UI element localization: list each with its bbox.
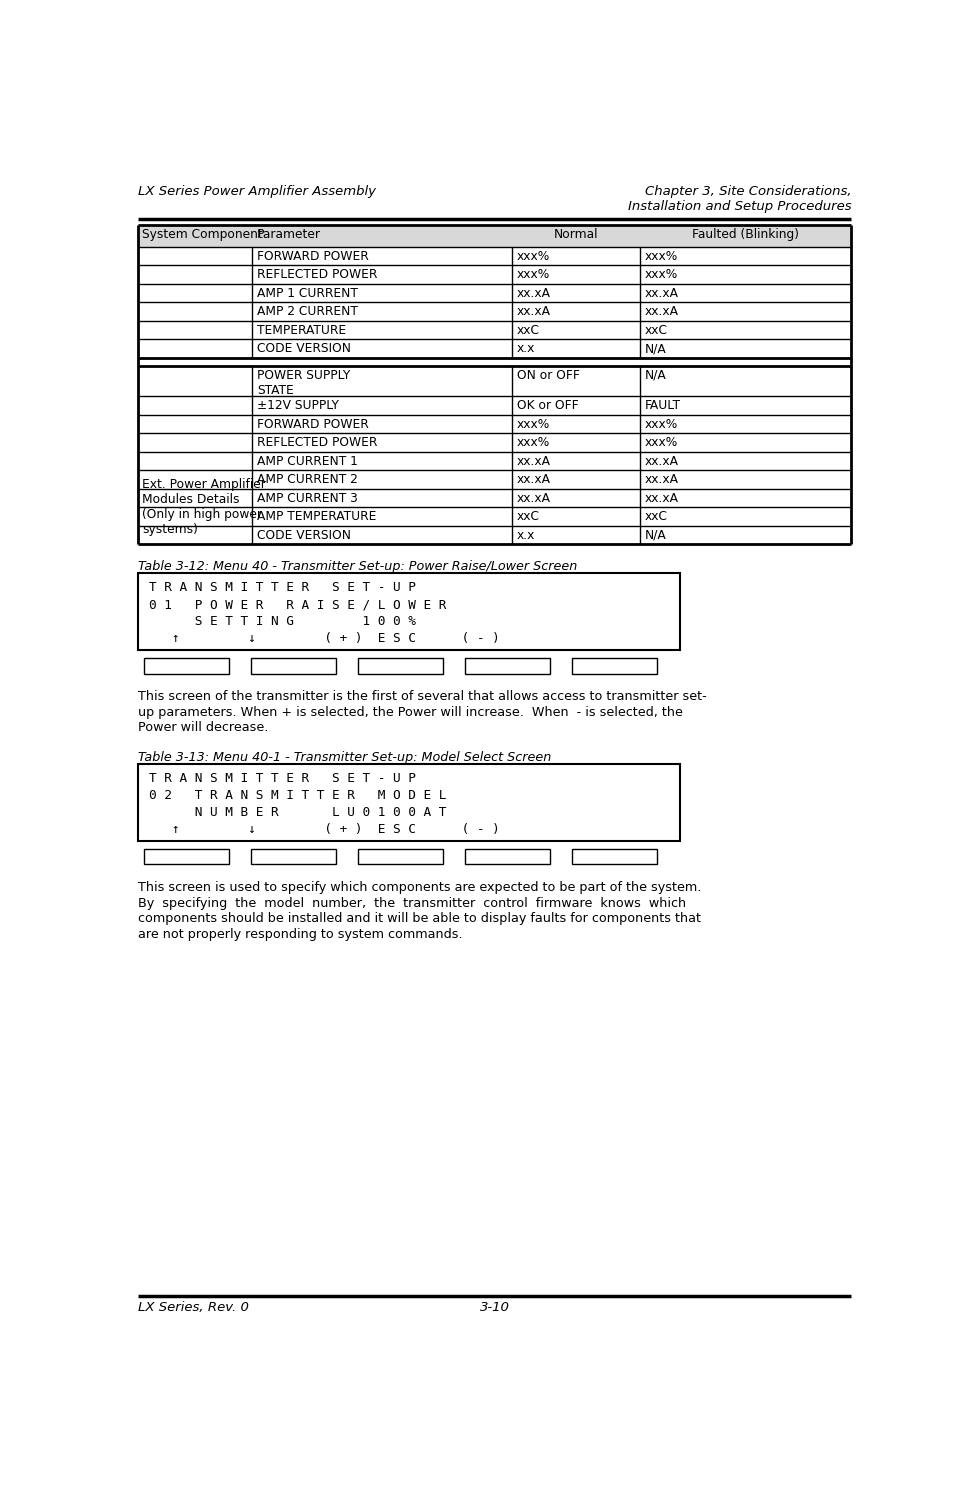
Text: AMP CURRENT 2: AMP CURRENT 2 bbox=[257, 473, 358, 487]
Bar bbox=[571, 850, 657, 864]
Text: Parameter: Parameter bbox=[257, 228, 321, 242]
Text: Faulted (Blinking): Faulted (Blinking) bbox=[692, 228, 799, 242]
Text: Table 3-13: Menu 40-1 - Transmitter Set-up: Model Select Screen: Table 3-13: Menu 40-1 - Transmitter Set-… bbox=[138, 751, 551, 763]
Bar bbox=[138, 225, 851, 246]
Text: REFLECTED POWER: REFLECTED POWER bbox=[257, 269, 377, 282]
Text: Power will decrease.: Power will decrease. bbox=[138, 721, 268, 735]
Text: S E T T I N G         1 0 0 %: S E T T I N G 1 0 0 % bbox=[149, 615, 415, 629]
Text: AMP 1 CURRENT: AMP 1 CURRENT bbox=[257, 287, 358, 300]
Text: AMP CURRENT 1: AMP CURRENT 1 bbox=[257, 455, 358, 467]
Text: xx.xA: xx.xA bbox=[645, 473, 678, 487]
Text: TEMPERATURE: TEMPERATURE bbox=[257, 324, 346, 337]
Bar bbox=[465, 850, 550, 864]
Text: xx.xA: xx.xA bbox=[645, 491, 678, 505]
Text: ±12V SUPPLY: ±12V SUPPLY bbox=[257, 400, 339, 412]
Text: FORWARD POWER: FORWARD POWER bbox=[257, 418, 369, 431]
Text: CODE VERSION: CODE VERSION bbox=[257, 529, 351, 542]
Text: LX Series Power Amplifier Assembly: LX Series Power Amplifier Assembly bbox=[138, 185, 375, 199]
Text: System Component: System Component bbox=[142, 228, 263, 242]
Text: N/A: N/A bbox=[645, 529, 666, 542]
Bar bbox=[358, 850, 443, 864]
Text: Normal: Normal bbox=[553, 228, 597, 242]
Text: 0 1   P O W E R   R A I S E / L O W E R: 0 1 P O W E R R A I S E / L O W E R bbox=[149, 599, 446, 611]
Text: x.x: x.x bbox=[516, 342, 535, 355]
Text: xxC: xxC bbox=[645, 324, 668, 337]
Text: are not properly responding to system commands.: are not properly responding to system co… bbox=[138, 927, 462, 941]
Text: AMP TEMPERATURE: AMP TEMPERATURE bbox=[257, 511, 376, 523]
Text: ON or OFF: ON or OFF bbox=[516, 369, 580, 382]
Bar bbox=[144, 658, 229, 673]
Text: xx.xA: xx.xA bbox=[516, 473, 551, 487]
Text: Table 3-12: Menu 40 - Transmitter Set-up: Power Raise/Lower Screen: Table 3-12: Menu 40 - Transmitter Set-up… bbox=[138, 560, 577, 572]
Bar bbox=[251, 850, 336, 864]
Text: T R A N S M I T T E R   S E T - U P: T R A N S M I T T E R S E T - U P bbox=[149, 581, 415, 594]
Bar bbox=[571, 658, 657, 673]
Text: xx.xA: xx.xA bbox=[516, 287, 551, 300]
Text: xx.xA: xx.xA bbox=[645, 287, 678, 300]
Text: FORWARD POWER: FORWARD POWER bbox=[257, 249, 369, 263]
Text: 3-10: 3-10 bbox=[480, 1300, 510, 1314]
Text: components should be installed and it will be able to display faults for compone: components should be installed and it wi… bbox=[138, 912, 701, 926]
Text: Ext. Power Amplifier
Modules Details
(Only in high power
systems): Ext. Power Amplifier Modules Details (On… bbox=[142, 478, 266, 536]
Text: AMP 2 CURRENT: AMP 2 CURRENT bbox=[257, 306, 358, 318]
Bar bbox=[465, 658, 550, 673]
Text: xx.xA: xx.xA bbox=[645, 455, 678, 467]
Text: ↑         ↓         ( + )  E S C      ( - ): ↑ ↓ ( + ) E S C ( - ) bbox=[149, 823, 499, 836]
Text: xxC: xxC bbox=[516, 324, 539, 337]
Text: LX Series, Rev. 0: LX Series, Rev. 0 bbox=[138, 1300, 249, 1314]
Text: OK or OFF: OK or OFF bbox=[516, 400, 578, 412]
Text: 0 2   T R A N S M I T T E R   M O D E L: 0 2 T R A N S M I T T E R M O D E L bbox=[149, 788, 446, 802]
Bar bbox=[138, 764, 680, 842]
Bar bbox=[358, 658, 443, 673]
Text: POWER SUPPLY
STATE: POWER SUPPLY STATE bbox=[257, 369, 350, 397]
Text: CODE VERSION: CODE VERSION bbox=[257, 342, 351, 355]
Text: REFLECTED POWER: REFLECTED POWER bbox=[257, 436, 377, 449]
Text: xx.xA: xx.xA bbox=[516, 455, 551, 467]
Text: N/A: N/A bbox=[645, 342, 666, 355]
Text: This screen of the transmitter is the first of several that allows access to tra: This screen of the transmitter is the fi… bbox=[138, 690, 706, 703]
Text: xxx%: xxx% bbox=[645, 249, 677, 263]
Text: FAULT: FAULT bbox=[645, 400, 680, 412]
Text: up parameters. When + is selected, the Power will increase.  When  - is selected: up parameters. When + is selected, the P… bbox=[138, 706, 682, 718]
Text: xxx%: xxx% bbox=[516, 269, 550, 282]
Text: xxx%: xxx% bbox=[645, 436, 677, 449]
Text: xx.xA: xx.xA bbox=[516, 306, 551, 318]
Text: ↑         ↓         ( + )  E S C      ( - ): ↑ ↓ ( + ) E S C ( - ) bbox=[149, 632, 499, 645]
Text: T R A N S M I T T E R   S E T - U P: T R A N S M I T T E R S E T - U P bbox=[149, 772, 415, 785]
Text: AMP CURRENT 3: AMP CURRENT 3 bbox=[257, 491, 358, 505]
Text: xxC: xxC bbox=[645, 511, 668, 523]
Text: xxx%: xxx% bbox=[516, 249, 550, 263]
Text: N U M B E R       L U 0 1 0 0 A T: N U M B E R L U 0 1 0 0 A T bbox=[149, 806, 446, 820]
Text: xxx%: xxx% bbox=[516, 436, 550, 449]
Text: N/A: N/A bbox=[645, 369, 666, 382]
Text: xxx%: xxx% bbox=[645, 269, 677, 282]
Text: This screen is used to specify which components are expected to be part of the s: This screen is used to specify which com… bbox=[138, 881, 701, 894]
Text: xx.xA: xx.xA bbox=[516, 491, 551, 505]
Text: xxC: xxC bbox=[516, 511, 539, 523]
Text: xx.xA: xx.xA bbox=[645, 306, 678, 318]
Bar bbox=[144, 850, 229, 864]
Text: Chapter 3, Site Considerations,
Installation and Setup Procedures: Chapter 3, Site Considerations, Installa… bbox=[628, 185, 851, 213]
Bar bbox=[251, 658, 336, 673]
Text: xxx%: xxx% bbox=[516, 418, 550, 431]
Text: x.x: x.x bbox=[516, 529, 535, 542]
Text: By  specifying  the  model  number,  the  transmitter  control  firmware  knows : By specifying the model number, the tran… bbox=[138, 897, 686, 909]
Text: xxx%: xxx% bbox=[645, 418, 677, 431]
Bar bbox=[138, 573, 680, 651]
